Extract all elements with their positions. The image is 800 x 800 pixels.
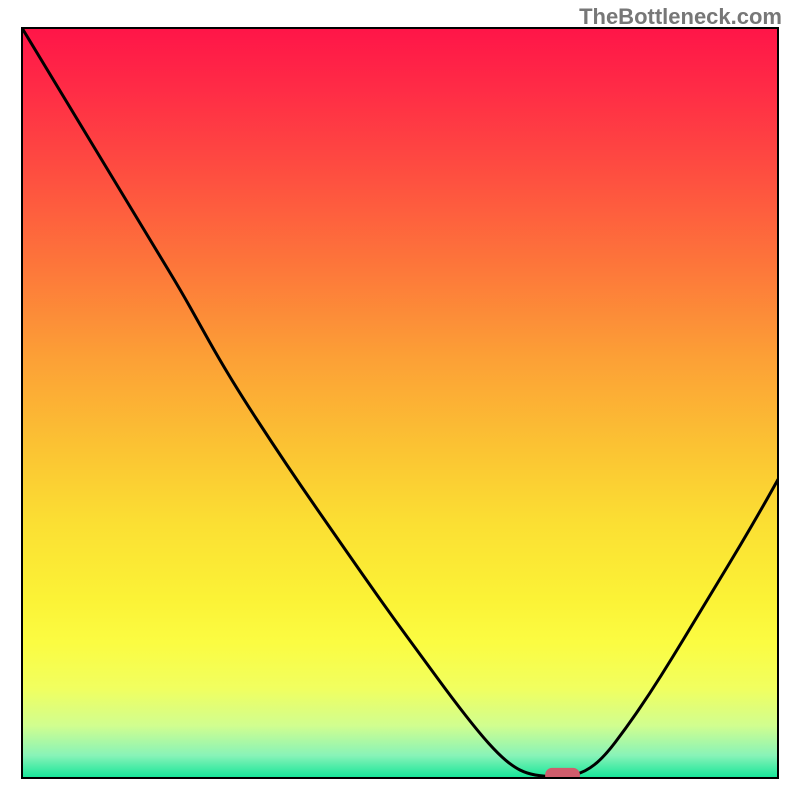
chart-container: TheBottleneck.com bbox=[0, 0, 800, 800]
bottleneck-chart bbox=[0, 0, 800, 800]
chart-background bbox=[22, 28, 778, 778]
optimal-point-marker bbox=[545, 768, 580, 783]
